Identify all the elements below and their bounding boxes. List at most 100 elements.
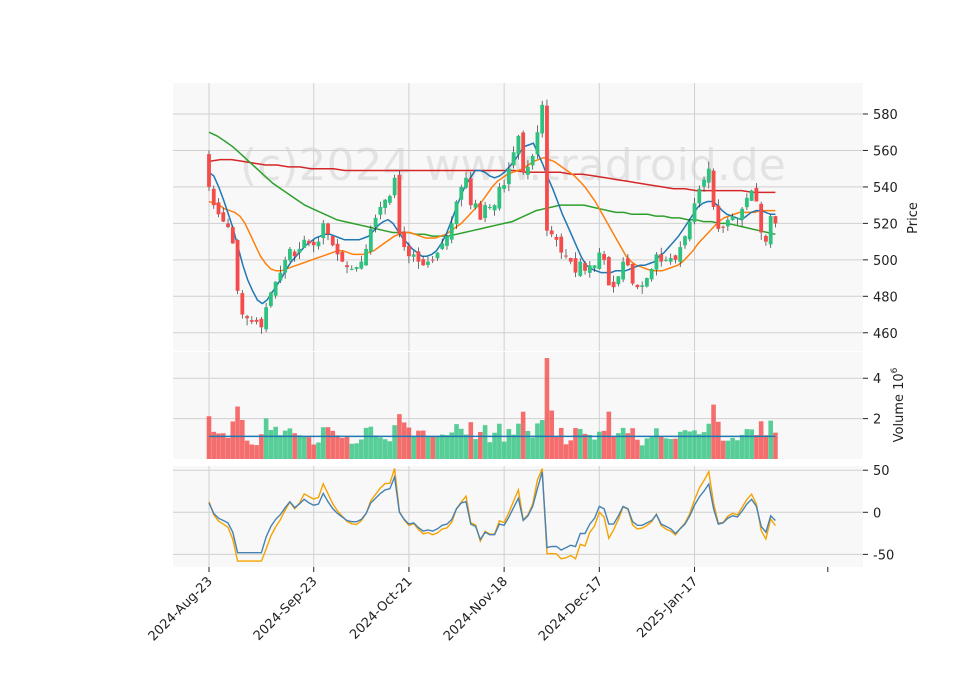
candle-body: [692, 203, 697, 222]
candle-body: [207, 154, 211, 187]
volume-bar: [244, 440, 250, 459]
volume-bar: [520, 411, 526, 459]
candle-body: [611, 281, 616, 288]
volume-bar: [611, 435, 616, 459]
volume-bar: [297, 435, 302, 459]
volume-bar: [592, 439, 597, 459]
candlesticks: [207, 99, 778, 334]
candle-body: [426, 261, 430, 265]
candle-body: [268, 292, 273, 307]
candle-body: [478, 203, 483, 220]
volume-bar: [235, 406, 240, 459]
volume-bar: [320, 427, 326, 459]
candle-body: [473, 203, 478, 208]
candle-body: [516, 135, 521, 155]
volume-bar: [601, 430, 607, 459]
candle-body: [616, 276, 621, 285]
candle-body: [216, 202, 221, 215]
candle-body: [321, 223, 326, 239]
volume-bar: [473, 439, 478, 459]
candle-body: [245, 316, 249, 319]
candle-body: [402, 231, 407, 248]
candle-body: [759, 203, 764, 233]
candle-body: [654, 254, 659, 270]
candle-body: [630, 263, 635, 284]
candle-body: [454, 201, 459, 225]
volume-bar: [696, 434, 702, 459]
candle-body: [307, 240, 311, 244]
candle-body: [416, 251, 421, 262]
volume-bar: [420, 430, 426, 459]
candle-body: [354, 267, 359, 270]
volume-bar: [506, 428, 512, 459]
x-tick-label: 2024-Aug-23: [146, 574, 216, 644]
volume-bar: [687, 431, 693, 459]
volume-bar: [673, 438, 678, 459]
candle-body: [749, 190, 754, 201]
candle-body: [278, 272, 283, 281]
volume-bar: [668, 438, 674, 459]
candle-body: [240, 293, 245, 315]
candle-body: [740, 208, 745, 220]
volume-bar: [392, 425, 397, 459]
volume-bar: [268, 430, 274, 459]
volume-bar: [382, 439, 388, 459]
price-tick-label: 560: [873, 144, 898, 159]
candle-body: [526, 166, 530, 175]
volume-bar: [278, 435, 283, 459]
volume-bar: [773, 432, 778, 459]
volume-axis-label: Volume 106: [890, 367, 907, 442]
volume-bar: [230, 421, 236, 459]
volume-bar: [725, 440, 731, 459]
candle-body: [559, 236, 564, 253]
volume-bar: [568, 440, 574, 459]
candle-body: [230, 227, 235, 244]
candle-body: [435, 252, 440, 259]
volume-bar: [587, 434, 593, 459]
candle-body: [349, 268, 354, 270]
volume-bar: [378, 437, 383, 459]
candle-body: [730, 216, 735, 221]
candle-body: [368, 228, 373, 252]
volume-bar: [530, 437, 535, 459]
candle-body: [549, 230, 554, 235]
candle-body: [606, 257, 611, 286]
volume-bar: [501, 441, 507, 459]
volume-bar: [373, 435, 378, 459]
volume-bar: [749, 429, 754, 459]
candle-body: [687, 221, 692, 240]
volume-bar: [544, 358, 550, 459]
candle-body: [492, 205, 497, 211]
volume-bar: [516, 423, 521, 459]
candle-body: [440, 243, 445, 249]
moving-average-lines: [208, 131, 776, 305]
volume-bar: [301, 436, 307, 459]
candle-body: [487, 206, 492, 209]
candle-body: [254, 319, 259, 322]
volume-bar: [349, 443, 355, 459]
volume-bar: [658, 436, 664, 459]
volume-bar: [263, 418, 269, 459]
candle-body: [711, 170, 716, 207]
volume-bar: [720, 440, 726, 459]
candle-body: [316, 241, 321, 247]
volume-bar: [577, 428, 583, 459]
candle-body: [583, 263, 587, 271]
volume-bar: [368, 426, 374, 459]
candle-body: [554, 236, 559, 240]
volume-bar: [644, 438, 650, 459]
volume-bar: [449, 432, 455, 459]
candle-body: [678, 247, 683, 262]
volume-bar: [325, 427, 331, 459]
volume-bar: [463, 434, 469, 459]
candle-body: [773, 216, 778, 224]
volume-bar: [744, 429, 750, 459]
volume-axis-exponent: 6: [890, 367, 900, 373]
candle-body: [335, 243, 340, 255]
volume-bar: [468, 422, 474, 459]
candle-body: [449, 223, 454, 240]
candle-body: [545, 105, 549, 231]
candle-body: [668, 258, 673, 262]
x-tick-label: 2024-Dec-17: [536, 574, 606, 644]
